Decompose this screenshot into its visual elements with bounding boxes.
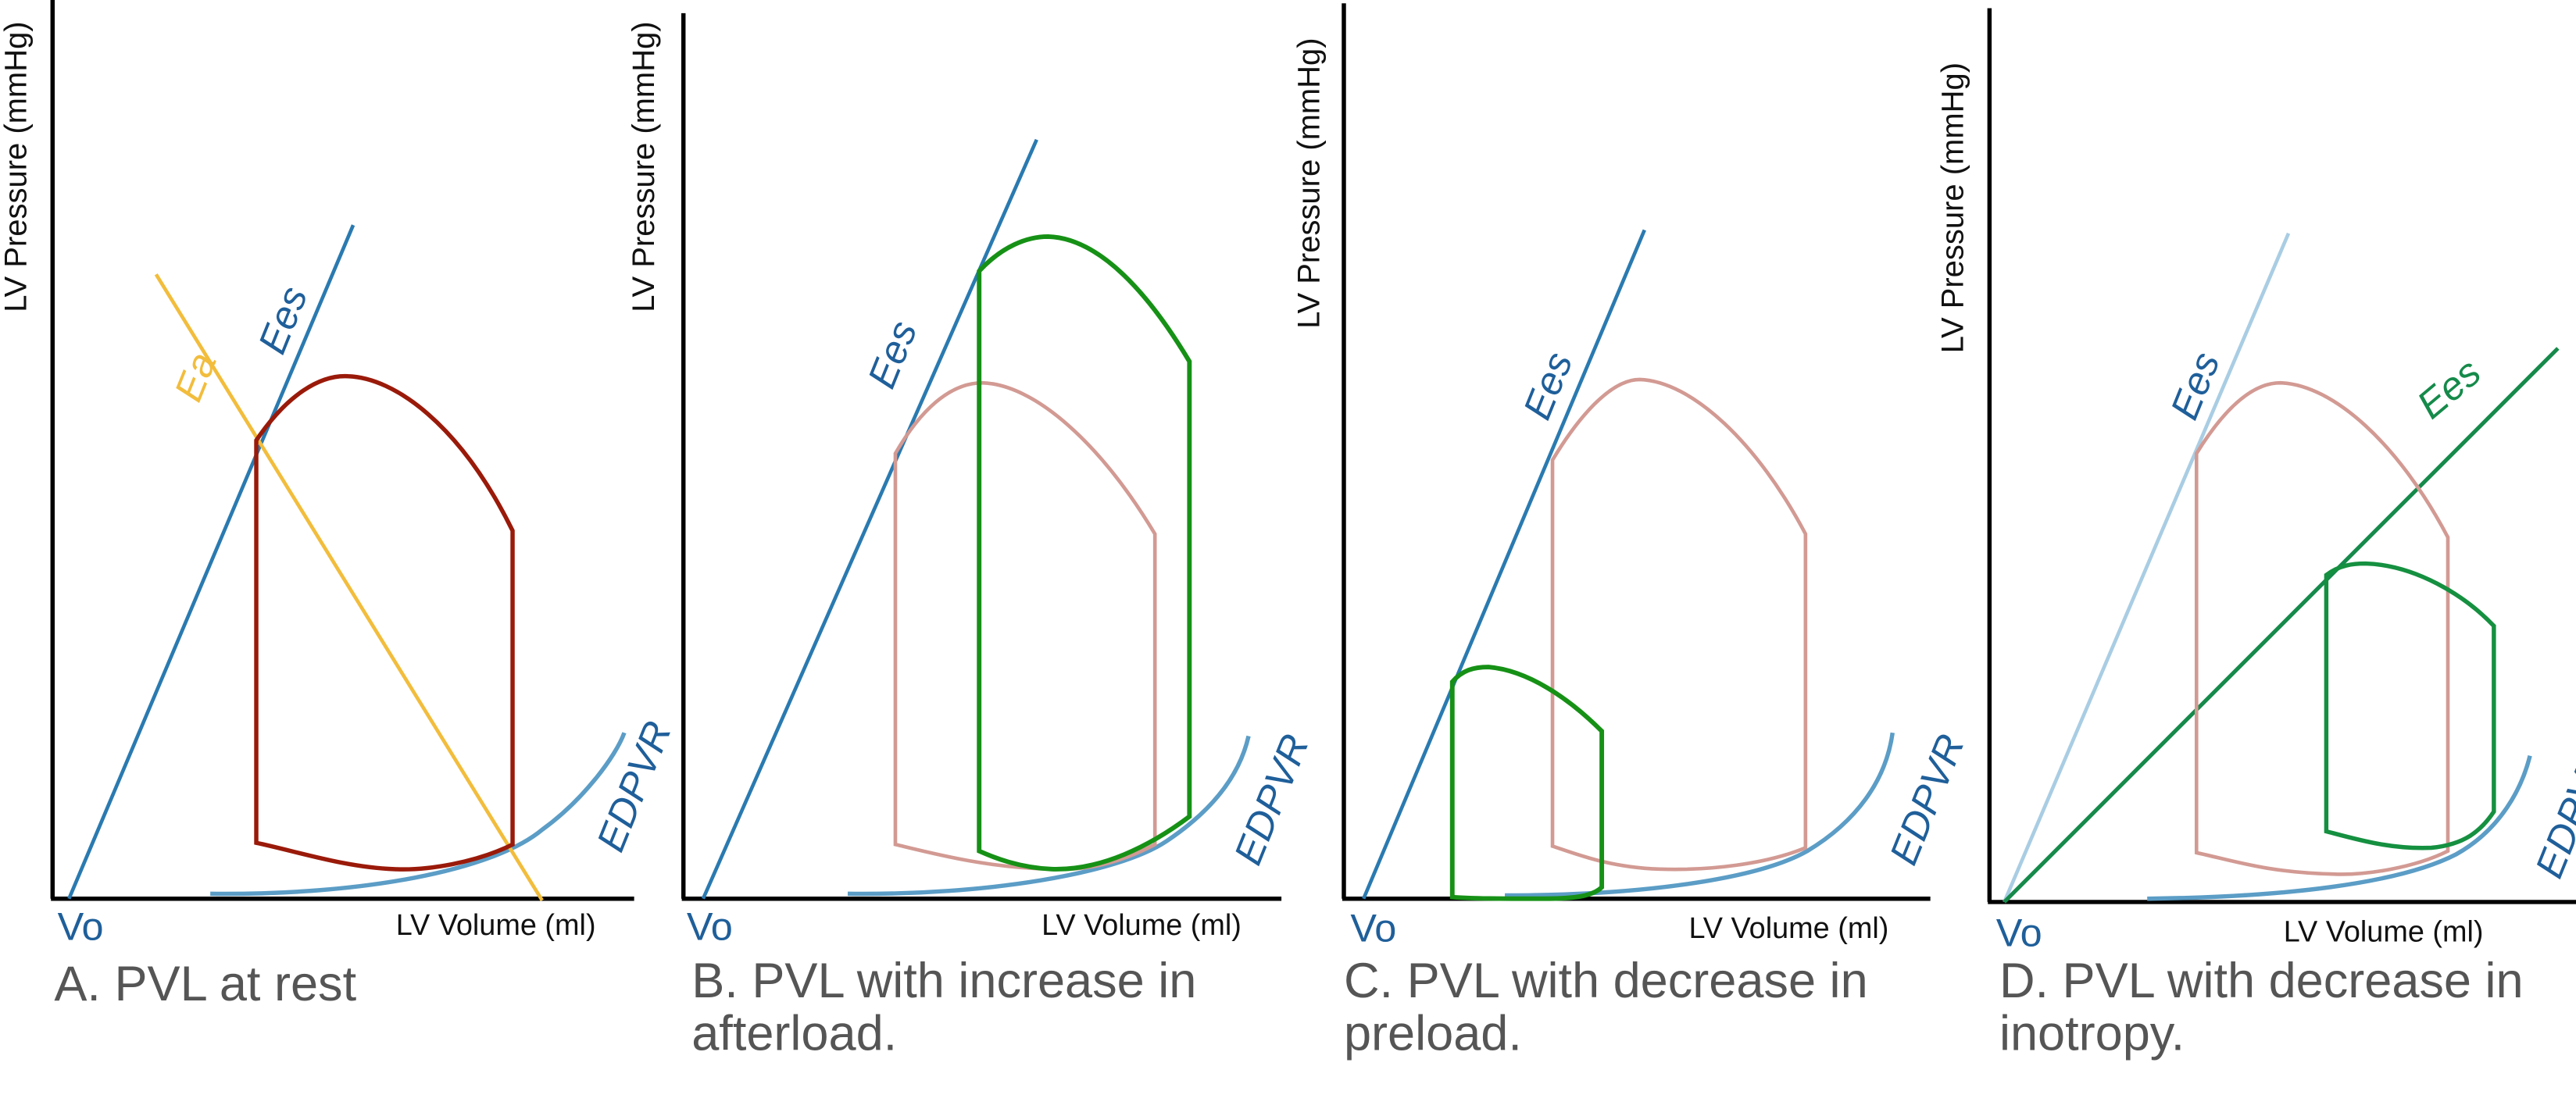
edpvr-label: EDPVR	[1881, 728, 1973, 871]
caption-c-line1: C. PVL with decrease in	[1344, 954, 1868, 1008]
panel-a: LV Pressure (mmHg) LV Volume (ml) Vo Ees…	[0, 0, 680, 1011]
edpvr-curve	[847, 735, 1251, 897]
edpvr-label: EDPVR	[588, 715, 680, 858]
pv-loop-baseline	[893, 380, 1157, 872]
ees-label: Ees	[249, 280, 316, 360]
pv-loop-baseline	[1550, 377, 1808, 872]
ees-label: Ees	[1514, 346, 1581, 426]
caption-b-line1: B. PVL with increase in	[691, 954, 1196, 1008]
panel-c: LV Pressure (mmHg) LV Volume (ml) Vo Ees…	[1292, 3, 1973, 1061]
ees-line-baseline	[2003, 232, 2291, 903]
caption-c-line2: preload.	[1344, 1006, 1522, 1061]
caption-d-line2: inotropy.	[1999, 1006, 2185, 1061]
pv-loop-increased-afterload	[977, 234, 1192, 872]
y-axis-label: LV Pressure (mmHg)	[627, 21, 661, 312]
caption-b-line2: afterload.	[691, 1006, 897, 1061]
ees-line-reduced-inotropy	[2003, 347, 2560, 904]
edpvr-curve	[210, 732, 627, 897]
ees-line	[701, 138, 1038, 900]
pv-loop-decreased-inotropy	[2324, 561, 2496, 850]
ees-line	[1362, 229, 1646, 900]
y-axis-label: LV Pressure (mmHg)	[0, 21, 34, 312]
x-axis-label: LV Volume (ml)	[1041, 909, 1242, 942]
edpvr-curve	[1505, 732, 1895, 898]
vo-label: Vo	[1996, 911, 2042, 955]
y-axis-label: LV Pressure (mmHg)	[1292, 37, 1326, 328]
ees-label: Ees	[859, 315, 925, 394]
caption-a: A. PVL at rest	[54, 957, 356, 1011]
x-axis-label: LV Volume (ml)	[2284, 915, 2484, 948]
edpvr-label: EDPVR	[1225, 728, 1317, 871]
vo-label: Vo	[1350, 905, 1396, 950]
ees-label-reduced-inotropy: Ees	[2408, 349, 2488, 427]
ea-line	[154, 273, 544, 902]
vo-label: Vo	[687, 904, 733, 948]
ea-label: Ea	[166, 346, 225, 408]
panel-b: LV Pressure (mmHg) LV Volume (ml) Vo Ees…	[627, 12, 1317, 1061]
panel-d: LV Pressure (mmHg) LV Volume (ml) Vo Ees…	[1936, 8, 2576, 1061]
caption-d-line1: D. PVL with decrease in	[1999, 954, 2524, 1008]
pv-loop-decreased-preload	[1449, 665, 1605, 901]
edpvr-label: EDPVR	[2526, 741, 2576, 884]
pv-loop-rest	[254, 374, 515, 872]
pv-loop-baseline	[2194, 380, 2450, 876]
x-axis-label: LV Volume (ml)	[1689, 912, 1889, 945]
edpvr-curve	[2147, 755, 2532, 901]
x-axis-label: LV Volume (ml)	[396, 909, 596, 942]
vo-label: Vo	[58, 904, 104, 948]
ees-line	[67, 224, 355, 900]
ees-label-baseline: Ees	[2162, 346, 2228, 426]
y-axis-label: LV Pressure (mmHg)	[1936, 62, 1970, 353]
